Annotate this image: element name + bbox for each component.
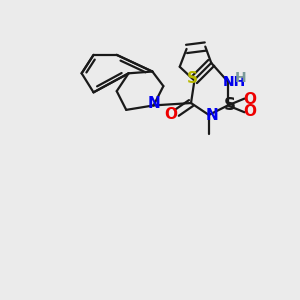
Text: NH: NH <box>223 75 246 88</box>
Text: O: O <box>243 104 256 119</box>
Text: N: N <box>206 108 218 123</box>
Text: H: H <box>235 71 246 85</box>
Text: N: N <box>147 95 160 110</box>
Text: O: O <box>243 92 256 107</box>
Text: S: S <box>187 71 198 86</box>
Text: S: S <box>224 96 236 114</box>
Text: O: O <box>164 107 177 122</box>
